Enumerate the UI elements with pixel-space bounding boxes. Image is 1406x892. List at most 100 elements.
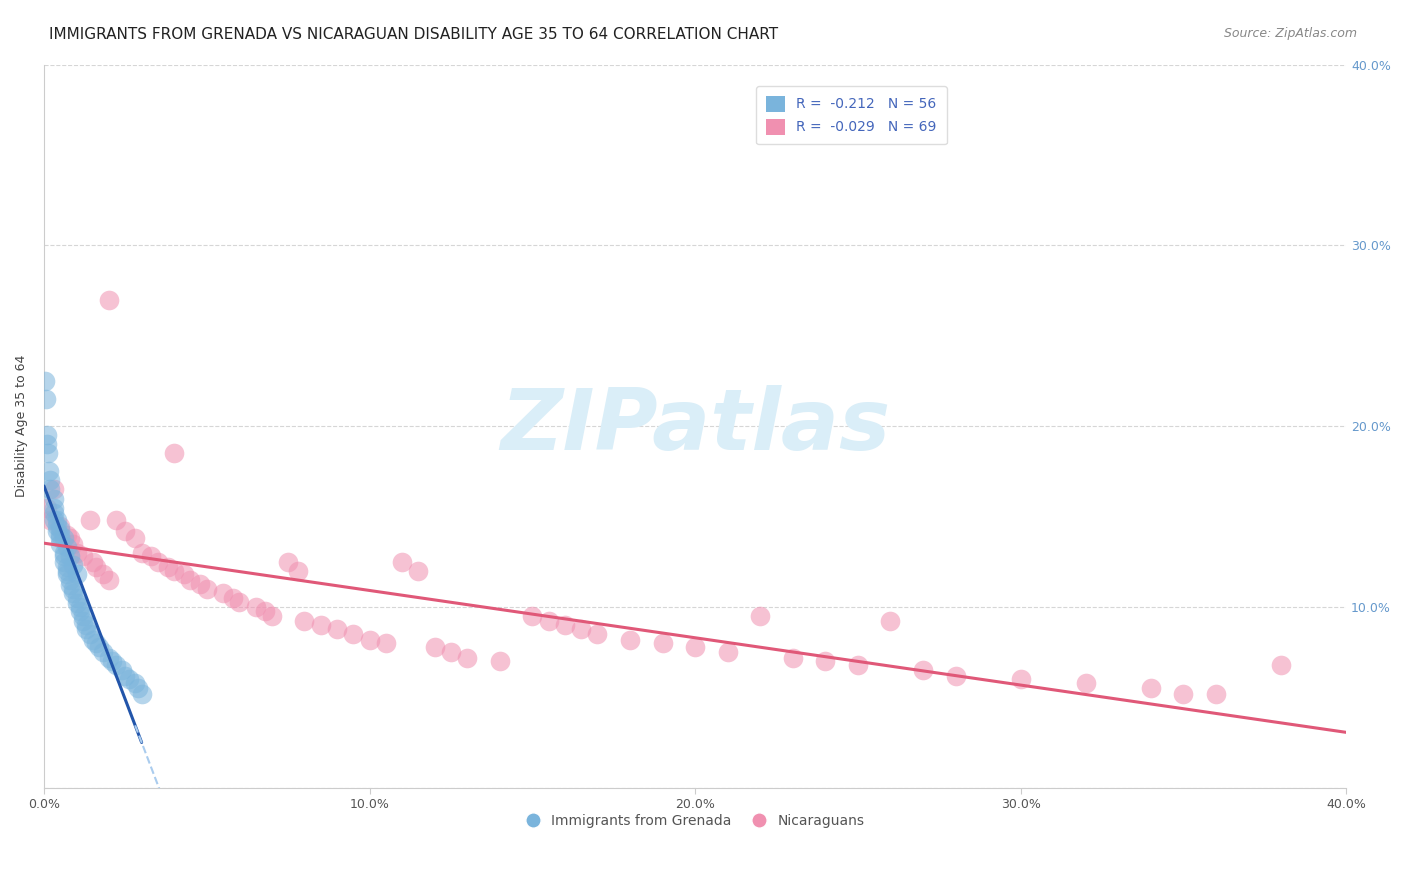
Point	[1270, 657, 1292, 672]
Point	[75, 618, 97, 632]
Point	[423, 640, 446, 654]
Point	[1010, 673, 1032, 687]
Point	[782, 650, 804, 665]
Point	[52, 546, 75, 560]
Point	[39, 513, 62, 527]
Point	[1205, 687, 1227, 701]
Point	[222, 591, 245, 605]
Point	[98, 573, 121, 587]
Point	[69, 600, 91, 615]
Point	[62, 582, 84, 596]
Point	[72, 609, 94, 624]
Text: Source: ZipAtlas.com: Source: ZipAtlas.com	[1223, 27, 1357, 40]
Point	[127, 681, 149, 696]
Point	[49, 518, 72, 533]
Point	[72, 615, 94, 629]
Point	[59, 549, 82, 564]
Point	[42, 500, 65, 515]
Point	[91, 567, 114, 582]
Point	[55, 527, 77, 541]
Point	[114, 524, 136, 538]
Point	[111, 663, 134, 677]
Point	[46, 513, 69, 527]
Point	[55, 541, 77, 555]
Point	[173, 567, 195, 582]
Point	[717, 645, 740, 659]
Point	[65, 546, 87, 560]
Point	[101, 654, 124, 668]
Point	[254, 604, 277, 618]
Point	[42, 506, 65, 520]
Point	[49, 522, 72, 536]
Point	[586, 627, 609, 641]
Point	[117, 673, 139, 687]
Point	[163, 564, 186, 578]
Point	[35, 428, 58, 442]
Point	[104, 657, 127, 672]
Point	[537, 615, 560, 629]
Point	[1140, 681, 1163, 696]
Point	[287, 564, 309, 578]
Point	[49, 537, 72, 551]
Point	[104, 513, 127, 527]
Point	[52, 549, 75, 564]
Point	[42, 483, 65, 497]
Point	[82, 632, 104, 647]
Point	[124, 676, 146, 690]
Point	[260, 609, 283, 624]
Point	[42, 491, 65, 506]
Point	[65, 567, 87, 582]
Point	[84, 636, 107, 650]
Point	[42, 513, 65, 527]
Point	[569, 622, 592, 636]
Point	[59, 578, 82, 592]
Point	[554, 618, 576, 632]
Point	[179, 573, 201, 587]
Point	[59, 573, 82, 587]
Point	[359, 632, 381, 647]
Point	[75, 622, 97, 636]
Point	[98, 293, 121, 307]
Point	[879, 615, 901, 629]
Point	[46, 518, 69, 533]
Point	[65, 596, 87, 610]
Point	[326, 622, 349, 636]
Point	[846, 657, 869, 672]
Point	[52, 531, 75, 545]
Point	[82, 555, 104, 569]
Point	[228, 594, 250, 608]
Point	[69, 604, 91, 618]
Point	[391, 555, 413, 569]
Point	[245, 600, 267, 615]
Point	[46, 524, 69, 538]
Point	[1074, 676, 1097, 690]
Point	[146, 555, 169, 569]
Point	[55, 567, 77, 582]
Point	[65, 591, 87, 605]
Point	[342, 627, 364, 641]
Point	[212, 585, 235, 599]
Point	[62, 537, 84, 551]
Point	[156, 560, 179, 574]
Point	[814, 654, 837, 668]
Point	[1173, 687, 1195, 701]
Point	[55, 564, 77, 578]
Point	[131, 687, 153, 701]
Point	[131, 546, 153, 560]
Point	[37, 446, 59, 460]
Point	[72, 549, 94, 564]
Point	[309, 618, 332, 632]
Point	[84, 560, 107, 574]
Point	[62, 585, 84, 599]
Point	[62, 558, 84, 573]
Point	[91, 645, 114, 659]
Point	[49, 531, 72, 545]
Point	[49, 527, 72, 541]
Point	[456, 650, 478, 665]
Point	[37, 500, 59, 515]
Point	[98, 650, 121, 665]
Point	[39, 474, 62, 488]
Point	[37, 437, 59, 451]
Text: IMMIGRANTS FROM GRENADA VS NICARAGUAN DISABILITY AGE 35 TO 64 CORRELATION CHART: IMMIGRANTS FROM GRENADA VS NICARAGUAN DI…	[49, 27, 779, 42]
Point	[124, 531, 146, 545]
